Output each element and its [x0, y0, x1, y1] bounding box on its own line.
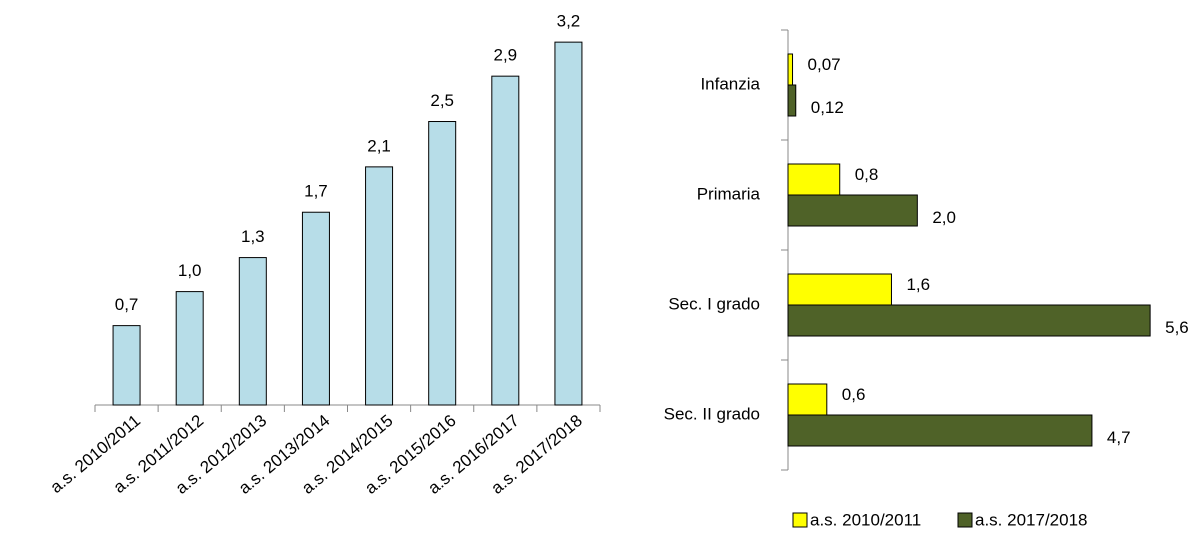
bar — [787, 53, 794, 86]
legend-swatch — [792, 512, 808, 528]
value-label: 1,6 — [906, 275, 930, 294]
bar — [238, 257, 267, 406]
legend-label: a.s. 2010/2011 — [810, 510, 921, 529]
bar — [365, 166, 394, 406]
value-label: 1,0 — [178, 261, 202, 280]
bar — [112, 325, 141, 406]
y-tick-label: Sec. I grado — [668, 294, 760, 313]
bar — [301, 211, 330, 406]
bar — [787, 273, 892, 306]
value-label: 2,5 — [430, 91, 454, 110]
value-label: 0,12 — [811, 98, 844, 117]
value-label: 3,2 — [557, 12, 581, 31]
bar — [175, 291, 204, 406]
bar — [787, 84, 797, 117]
legend-swatch — [957, 512, 973, 528]
value-label: 4,7 — [1107, 428, 1131, 447]
y-tick-label: Infanzia — [700, 74, 760, 93]
value-label: 1,7 — [304, 182, 328, 201]
value-label: 1,3 — [241, 227, 265, 246]
value-label: 0,07 — [808, 55, 841, 74]
value-label: 0,8 — [855, 165, 879, 184]
legend-label: a.s. 2017/2018 — [975, 510, 1087, 529]
bar — [787, 194, 918, 227]
y-tick-label: Primaria — [697, 184, 761, 203]
bar — [428, 121, 457, 406]
value-label: 2,1 — [367, 136, 391, 155]
value-label: 2,9 — [493, 46, 517, 65]
y-tick-label: Sec. II grado — [664, 404, 760, 423]
bar — [554, 41, 583, 406]
bar — [787, 414, 1093, 447]
value-label: 2,0 — [932, 208, 956, 227]
value-label: 0,6 — [842, 385, 866, 404]
bar — [491, 75, 520, 406]
bar — [787, 163, 841, 196]
bar — [787, 304, 1151, 337]
value-label: 0,7 — [115, 295, 139, 314]
value-label: 5,6 — [1165, 318, 1189, 337]
bar — [787, 383, 828, 416]
